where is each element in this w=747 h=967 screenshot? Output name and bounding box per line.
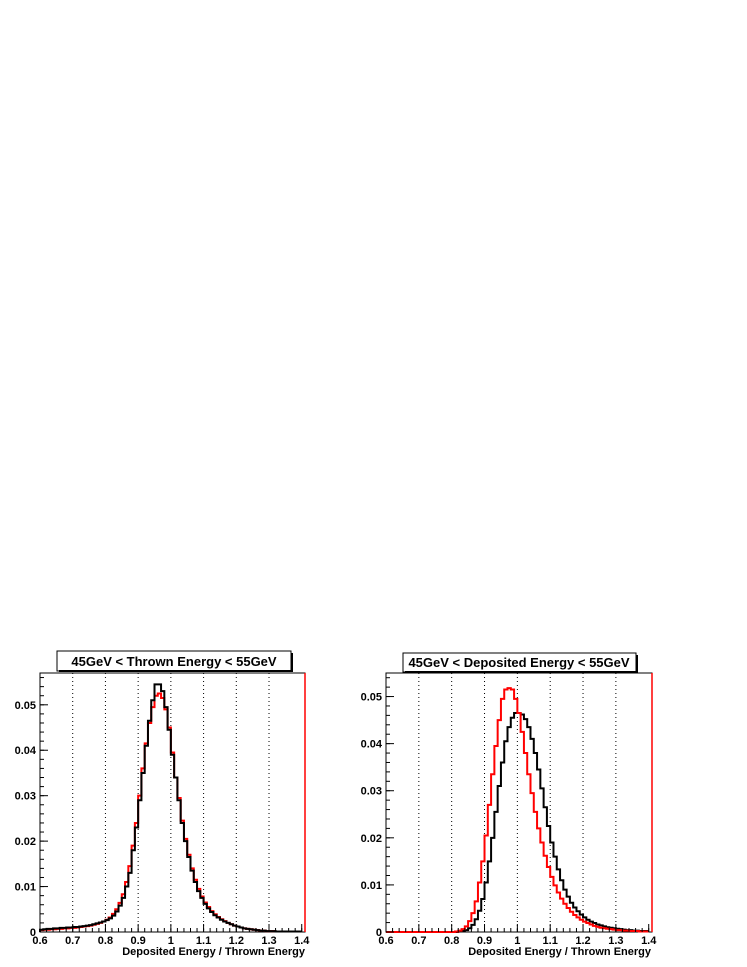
y-tick-label: 0.04	[15, 745, 37, 757]
y-tick-label: 0.02	[361, 833, 382, 845]
y-tick-label: 0.03	[361, 786, 382, 798]
x-tick-label: 0.7	[65, 935, 80, 947]
x-axis-label: Deposited Energy / Thrown Energy	[468, 946, 652, 958]
grid-lines	[72, 673, 270, 932]
x-tick-label: 0.8	[98, 935, 113, 947]
x-tick-label: 1.1	[543, 935, 558, 947]
series-group	[39, 673, 306, 933]
x-axis-label: Deposited Energy / Thrown Energy	[122, 946, 306, 958]
y-tick-label: 0.01	[15, 882, 36, 894]
plot-frame	[39, 672, 306, 933]
title-box: 45GeV < Thrown Energy < 55GeV	[56, 650, 293, 672]
y-axis-ticks: 0 0.01 0.02 0.03 0.04 0.05	[361, 677, 394, 939]
x-tick-label: 1	[168, 935, 174, 947]
x-axis-ticks: 0.6 0.7 0.8 0.9 1 1.1 1.2 1.3 1.4	[378, 924, 657, 947]
y-tick-label: 0	[30, 927, 36, 939]
x-tick-label: 0.7	[411, 935, 426, 947]
x-tick-label: 0.8	[444, 935, 459, 947]
x-tick-label: 1.2	[575, 935, 590, 947]
x-tick-label: 1.4	[641, 935, 657, 947]
chart-title: 45GeV < Thrown Energy < 55GeV	[71, 654, 277, 669]
y-tick-label: 0.04	[361, 739, 383, 751]
series-group	[386, 673, 653, 933]
x-tick-label: 1.3	[261, 935, 276, 947]
y-tick-label: 0.01	[361, 880, 382, 892]
y-tick-label: 0.05	[15, 700, 36, 712]
x-tick-label: 1.2	[229, 935, 244, 947]
x-tick-label: 1.3	[608, 935, 623, 947]
x-tick-label: 1.1	[196, 935, 211, 947]
series-histogram-line	[39, 683, 302, 933]
x-axis-ticks: 0.6 0.7 0.8 0.9 1 1.1 1.2 1.3 1.4	[32, 924, 310, 947]
x-tick-label: 0.9	[477, 935, 492, 947]
histogram-panel-right: 0 0.01 0.02 0.03 0.04 0.05 0.6 0.7 0.8 0.9 1 1.1 1.…	[361, 652, 657, 958]
chart-title: 45GeV < Deposited Energy < 55GeV	[408, 655, 629, 670]
x-tick-label: 0.9	[130, 935, 145, 947]
x-tick-label: 0.6	[378, 935, 393, 947]
y-tick-label: 0.03	[15, 791, 36, 803]
histogram-panel-left: 0 0.01 0.02 0.03 0.04 0.05 0.6 0.7 0.8 0.9 1 1.1 1.…	[15, 650, 310, 958]
series-histogram-line	[386, 687, 649, 933]
y-tick-label: 0	[376, 927, 382, 939]
x-tick-label: 1	[514, 935, 520, 947]
x-tick-label: 1.4	[294, 935, 310, 947]
plot-frame	[385, 672, 653, 933]
x-tick-label: 0.6	[32, 935, 47, 947]
y-tick-label: 0.02	[15, 836, 36, 848]
y-axis-ticks: 0 0.01 0.02 0.03 0.04 0.05	[15, 677, 48, 939]
title-box: 45GeV < Deposited Energy < 55GeV	[402, 652, 638, 673]
y-tick-label: 0.05	[361, 692, 382, 704]
